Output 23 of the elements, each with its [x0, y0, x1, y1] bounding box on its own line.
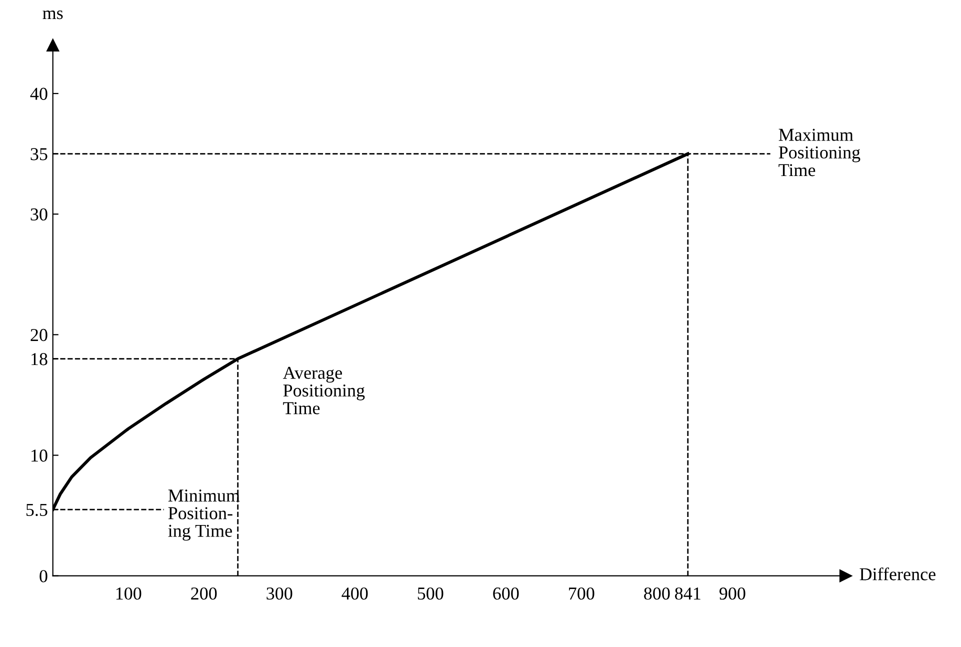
- x-tick-label: 800: [644, 587, 670, 600]
- x-tick-label: 500: [418, 587, 444, 600]
- y-tick-label: 35: [30, 148, 48, 160]
- y-tick-label: 20: [30, 328, 48, 342]
- y-tick-label: 0: [40, 570, 48, 582]
- annotation: Maximum Positioning Time: [778, 128, 860, 176]
- x-tick-label: 200: [191, 587, 217, 600]
- annotation: Average Positioning Time: [282, 366, 365, 414]
- y-tick-label: 5.5: [26, 504, 48, 516]
- x-tick-label: 841: [675, 587, 700, 600]
- y-tick-label: 30: [30, 208, 48, 221]
- y-tick-label: 10: [32, 450, 48, 462]
- x-tick-label: 300: [266, 587, 292, 600]
- y-tick-label: 18: [32, 353, 48, 366]
- x-tick-label: 100: [116, 587, 142, 600]
- y-axis-title: ms: [42, 10, 63, 20]
- y-tick-label: 40: [30, 88, 48, 100]
- x-tick-label: 400: [342, 587, 368, 600]
- annotation: Minimum Position- ing Time: [168, 490, 240, 541]
- x-tick-label: 900: [719, 587, 746, 600]
- x-tick-label: 600: [493, 587, 519, 600]
- x-tick-label: 700: [569, 587, 594, 600]
- x-axis-title: Difference: [860, 567, 936, 580]
